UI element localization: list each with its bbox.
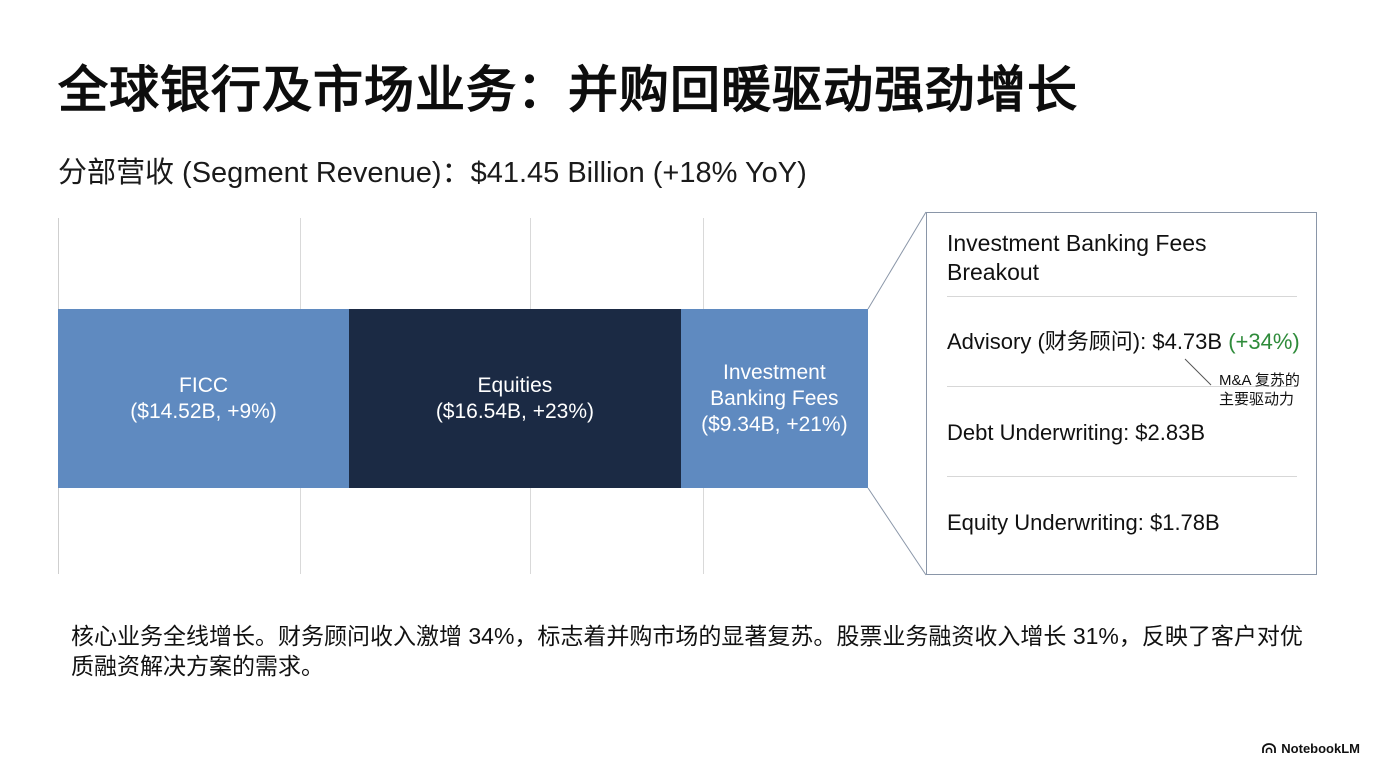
bar-ficc: FICC ($14.52B, +9%) — [58, 309, 350, 488]
annotation-line-2: 主要驱动力 — [1219, 391, 1295, 408]
notebooklm-logo: NotebookLM — [1262, 741, 1360, 756]
bar-ibf-value: ($9.34B, +21%) — [701, 412, 848, 436]
ma-recovery-annotation: M&A 复苏的 主要驱动力 — [1219, 371, 1319, 409]
breakout-divider — [947, 296, 1297, 297]
breakout-item-debt-underwriting: Debt Underwriting: $2.83B — [947, 420, 1206, 445]
breakout-divider — [947, 476, 1297, 477]
breakout-divider — [947, 386, 1297, 387]
bar-ficc-name: FICC — [179, 373, 229, 397]
bar-investment-banking-fees: Investment Banking Fees ($9.34B, +21%) — [680, 309, 868, 488]
annotation-line-1: M&A 复苏的 — [1219, 372, 1300, 389]
breakout-item-equity-underwriting: Equity Underwriting: $1.78B — [947, 510, 1220, 535]
breakout-item-advisory: Advisory (财务顾问): $4.73B (+34%) — [947, 328, 1300, 356]
breakout-title: Investment Banking Fees Breakout — [947, 230, 1207, 285]
slide-title: 全球银行及市场业务：并购回暖驱动强劲增长 — [58, 62, 1078, 118]
bar-equities: Equities ($16.54B, +23%) — [349, 309, 681, 488]
ib-fees-breakout-panel: Investment Banking Fees Breakout Advisor… — [926, 212, 1317, 575]
slide-commentary: 核心业务全线增长。财务顾问收入激增 34%，标志着并购市场的显著复苏。股票业务融… — [71, 623, 1303, 679]
logo-text: NotebookLM — [1281, 741, 1360, 756]
bar-ficc-value: ($14.52B, +9%) — [130, 399, 277, 423]
bar-ibf-name-line1: Investment — [722, 360, 826, 384]
advisory-text: Advisory (财务顾问): $4.73B — [947, 329, 1229, 354]
bar-equities-name: Equities — [477, 373, 553, 397]
notebooklm-logo-icon — [1262, 743, 1277, 753]
bar-equities-value: ($16.54B, +23%) — [435, 399, 594, 423]
bar-ibf-name-line2: Banking Fees — [710, 386, 839, 410]
segment-revenue-subtitle: 分部营收 (Segment Revenue)：$41.45 Billion (+… — [58, 157, 807, 189]
advisory-growth: (+34%) — [1228, 329, 1300, 354]
